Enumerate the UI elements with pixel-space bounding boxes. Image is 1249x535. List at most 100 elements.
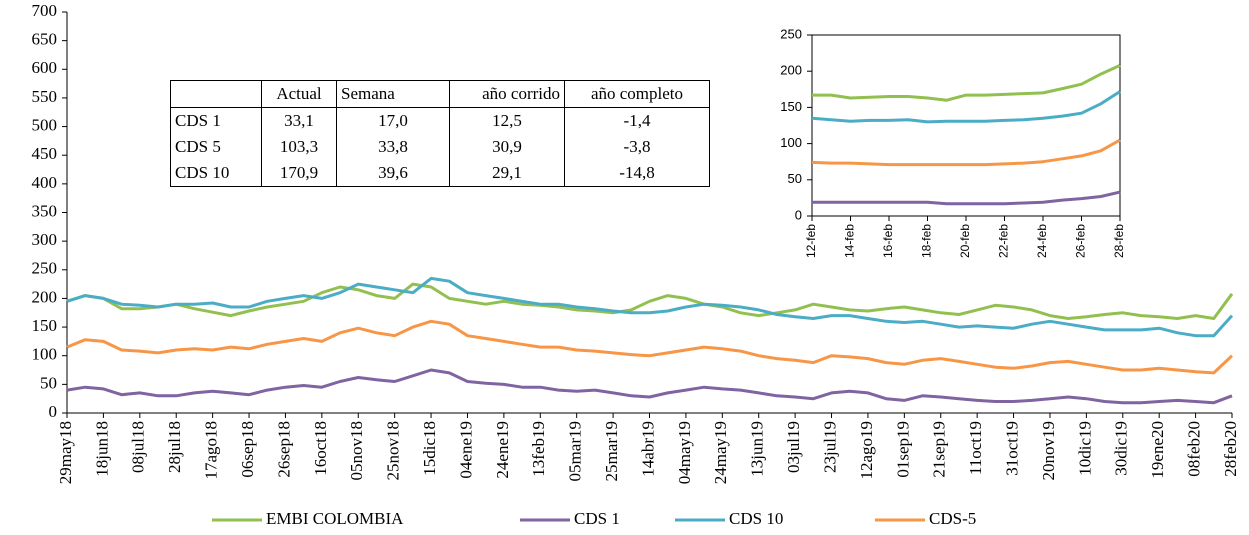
x-tick-label: 26sep18 <box>274 421 293 478</box>
x-tick-label: 31oct19 <box>1002 421 1021 476</box>
plot-frame <box>811 34 1121 217</box>
x-tick-label: 12-feb <box>804 224 818 258</box>
x-tick-label: 15dic18 <box>420 421 439 476</box>
x-tick-label: 29may18 <box>56 421 75 484</box>
table-cell: 17,0 <box>336 107 450 134</box>
series-line <box>66 319 1234 375</box>
legend-label: EMBI COLOMBIA <box>266 509 404 528</box>
y-tick-label: 250 <box>780 26 802 41</box>
table-corner <box>170 80 262 108</box>
summary-table: Actual Semana año corrido año completo C… <box>170 80 710 187</box>
x-tick-label: 18jun18 <box>92 421 111 477</box>
y-tick-label: 0 <box>795 207 802 222</box>
x-tick-label: 06sep18 <box>238 421 257 478</box>
y-tick-label: 200 <box>32 287 58 306</box>
x-tick-label: 01sep19 <box>893 421 912 478</box>
legend-label: CDS-5 <box>929 509 976 528</box>
x-tick-label: 18-feb <box>920 224 934 258</box>
y-tick-label: 300 <box>32 230 58 249</box>
table-row: CDS 1 33,1 17,0 12,5 -1,4 <box>170 107 710 134</box>
series-line <box>811 138 1121 167</box>
x-tick-label: 28jul18 <box>165 421 184 473</box>
y-tick-label: 400 <box>32 173 58 192</box>
x-tick-label: 21sep19 <box>930 421 949 478</box>
x-tick-label: 22-feb <box>997 224 1011 258</box>
row-label: CDS 10 <box>170 160 262 187</box>
x-tick-label: 25mar19 <box>602 421 621 481</box>
table-cell: -14,8 <box>564 160 710 187</box>
x-tick-label: 24-feb <box>1035 224 1049 258</box>
x-tick-label: 13feb19 <box>529 421 548 477</box>
series-line <box>812 64 1121 102</box>
table-row: CDS 10 170,9 39,6 29,1 -14,8 <box>170 160 710 187</box>
legend-label: CDS 10 <box>729 509 783 528</box>
table-cell: 29,1 <box>449 160 565 187</box>
table-cell: 12,5 <box>449 107 565 134</box>
x-tick-label: 12ago19 <box>857 421 876 480</box>
x-tick-label: 05nov18 <box>347 421 366 481</box>
table-header: Actual Semana año corrido año completo <box>170 80 710 108</box>
y-tick-label: 600 <box>32 58 58 77</box>
x-tick-label: 17ago18 <box>202 421 221 480</box>
x-tick-label: 24ene19 <box>493 421 512 479</box>
table-cell: 39,6 <box>336 160 450 187</box>
row-label: CDS 5 <box>170 134 262 160</box>
y-tick-label: 100 <box>780 135 802 150</box>
x-tick-label: 19ene20 <box>1148 421 1167 479</box>
x-tick-label: 10dic19 <box>1075 421 1094 476</box>
series-line <box>811 90 1121 124</box>
x-tick-label: 08jul18 <box>129 421 148 473</box>
table-cell: 170,9 <box>261 160 337 187</box>
y-tick-label: 350 <box>32 201 58 220</box>
table-header-cell: año completo <box>564 80 710 108</box>
y-tick-label: 50 <box>788 171 802 186</box>
x-tick-label: 14-feb <box>843 224 857 258</box>
table-row: CDS 5 103,3 33,8 30,9 -3,8 <box>170 134 710 160</box>
x-tick-label: 20nov19 <box>1039 421 1058 481</box>
series-line <box>66 276 1234 338</box>
x-tick-label: 16-feb <box>881 224 895 258</box>
table-header-cell: año corrido <box>449 80 565 108</box>
row-label: CDS 1 <box>170 107 262 134</box>
y-tick-label: 250 <box>32 259 58 278</box>
x-tick-label: 26-feb <box>1074 224 1088 258</box>
y-tick-label: 0 <box>49 402 58 421</box>
table-cell: 30,9 <box>449 134 565 160</box>
x-tick-label: 28-feb <box>1112 224 1126 258</box>
x-tick-label: 30dic19 <box>1112 421 1131 476</box>
x-tick-label: 05mar19 <box>566 421 585 481</box>
x-tick-label: 14abr19 <box>638 421 657 477</box>
x-tick-label: 20-feb <box>958 224 972 258</box>
table-cell: 33,1 <box>261 107 337 134</box>
x-tick-label: 13jun19 <box>748 421 767 477</box>
x-tick-label: 25nov18 <box>384 421 403 481</box>
y-tick-label: 500 <box>32 115 58 134</box>
table-header-cell: Actual <box>261 80 337 108</box>
y-tick-label: 200 <box>780 63 802 78</box>
x-tick-label: 16oct18 <box>311 421 330 476</box>
x-tick-label: 08feb20 <box>1185 421 1204 477</box>
series-line <box>812 190 1121 206</box>
series-line <box>66 282 1234 320</box>
x-tick-label: 23jul19 <box>820 421 839 473</box>
x-tick-label: 28feb20 <box>1221 421 1240 477</box>
series-line <box>66 368 1233 405</box>
y-tick-label: 650 <box>32 30 58 49</box>
x-tick-label: 03jul19 <box>784 421 803 473</box>
y-tick-label: 550 <box>32 87 58 106</box>
x-tick-label: 24may19 <box>711 421 730 484</box>
table-header-cell: Semana <box>336 80 450 108</box>
x-tick-label: 04ene19 <box>456 421 475 479</box>
table-cell: 33,8 <box>336 134 450 160</box>
table-cell: 103,3 <box>261 134 337 160</box>
y-tick-label: 450 <box>32 144 58 163</box>
y-tick-label: 150 <box>32 316 58 335</box>
y-tick-label: 700 <box>32 1 58 20</box>
x-tick-label: 11oct19 <box>966 421 985 475</box>
y-tick-label: 100 <box>32 345 58 364</box>
y-tick-label: 150 <box>780 99 802 114</box>
legend-label: CDS 1 <box>574 509 620 528</box>
x-tick-label: 04may19 <box>675 421 694 484</box>
